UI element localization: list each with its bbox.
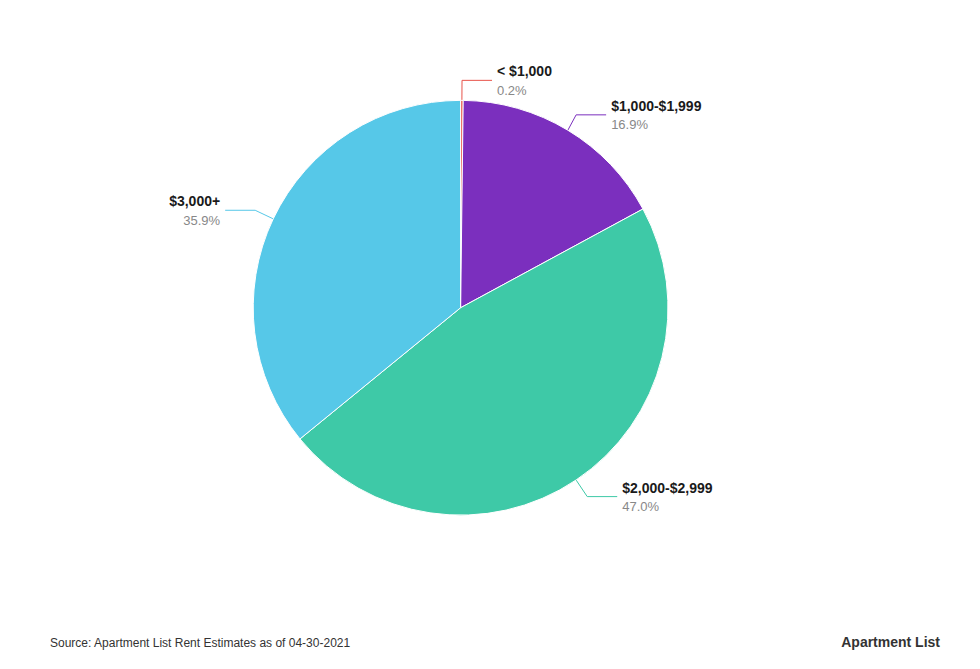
svg-text:$3,000+: $3,000+ [169, 193, 220, 209]
svg-text:35.9%: 35.9% [183, 213, 220, 228]
svg-text:16.9%: 16.9% [611, 117, 648, 132]
svg-text:Apartment List: Apartment List [841, 634, 940, 650]
svg-text:0.2%: 0.2% [497, 83, 527, 98]
svg-text:Source: Apartment List Rent Es: Source: Apartment List Rent Estimates as… [50, 636, 350, 650]
svg-text:$2,000-$2,999: $2,000-$2,999 [622, 480, 713, 496]
svg-text:47.0%: 47.0% [622, 499, 659, 514]
svg-text:< $1,000: < $1,000 [497, 63, 552, 79]
svg-text:$1,000-$1,999: $1,000-$1,999 [611, 98, 702, 114]
